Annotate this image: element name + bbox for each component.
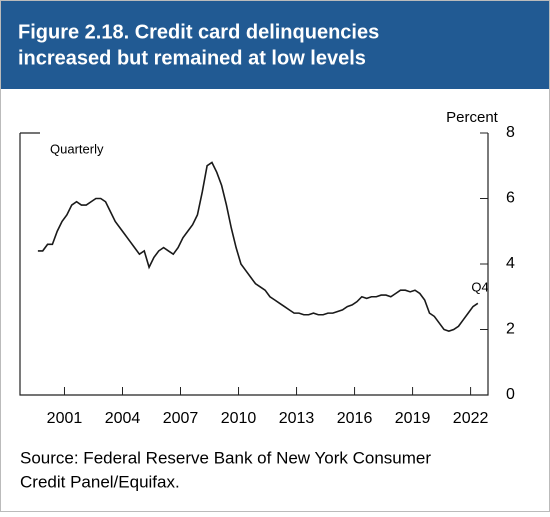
- source-line: Credit Panel/Equifax.: [20, 472, 180, 491]
- x-tick-label: 2001: [47, 410, 83, 427]
- y-tick-label: 2: [506, 321, 515, 338]
- x-tick-label: 2010: [221, 410, 257, 427]
- y-tick-label: 4: [506, 255, 515, 272]
- source-line: Source: Federal Reserve Bank of New York…: [20, 448, 431, 467]
- x-tick-label: 2016: [337, 410, 373, 427]
- x-tick-label: 2019: [395, 410, 431, 427]
- annotation: Quarterly: [50, 141, 104, 156]
- annotation: Q4: [471, 279, 488, 294]
- title-line: Figure 2.18. Credit card delinquencies: [18, 21, 379, 43]
- y-tick-label: 0: [506, 386, 515, 403]
- x-tick-label: 2004: [105, 410, 141, 427]
- header-band: [1, 1, 549, 89]
- data-line: [37, 161, 479, 332]
- y-tick-label: 8: [506, 124, 515, 141]
- title-line: increased but remained at low levels: [18, 47, 366, 69]
- y-tick-label: 6: [506, 190, 515, 207]
- y-axis-label: Percent: [446, 109, 499, 126]
- x-tick-label: 2007: [163, 410, 199, 427]
- x-tick-label: 2022: [453, 410, 489, 427]
- x-tick-label: 2013: [279, 410, 315, 427]
